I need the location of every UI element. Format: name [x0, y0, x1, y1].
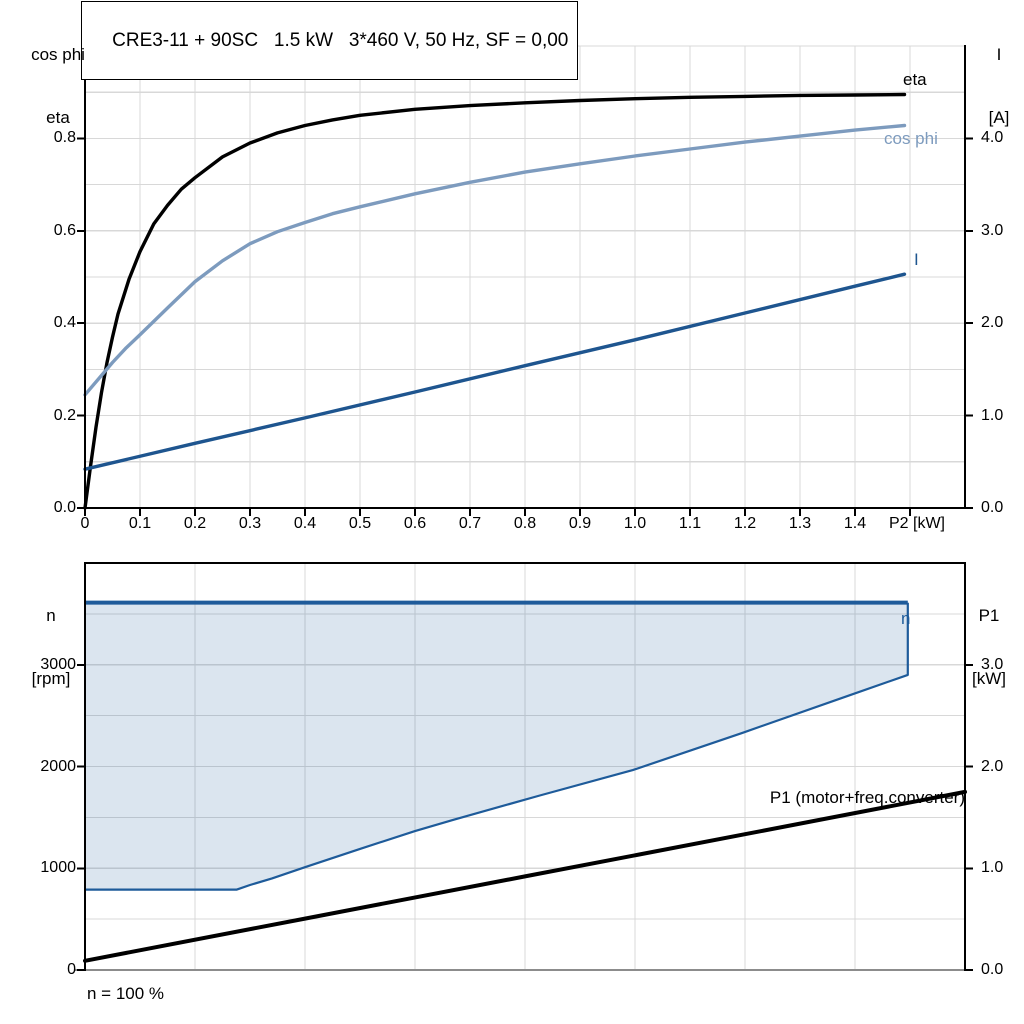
right-tick-label: 2.0	[981, 757, 1004, 775]
p1-curve	[83, 789, 967, 963]
top-right-axis-title: I [A]	[976, 2, 1022, 170]
left-tick-label: 0.6	[53, 221, 76, 239]
x-tick-label: 0	[80, 515, 90, 532]
right-tick-label: 3.0	[981, 655, 1004, 673]
x-tick-label: 1.3	[788, 515, 812, 532]
chart-title-box: CRE3-11 + 90SC 1.5 kW 3*460 V, 50 Hz, SF…	[81, 1, 579, 80]
x-tick-label: 1.0	[623, 515, 647, 532]
x-tick-label: 1.1	[678, 515, 702, 532]
x-tick-label: 1.2	[733, 515, 757, 532]
cos-phi-curve	[83, 123, 907, 397]
left-tick-label: 0.8	[53, 129, 76, 147]
right-tick-label: 1.0	[981, 859, 1004, 877]
p1-curve-label: P1 (motor+freq.converter)	[769, 788, 965, 807]
x-tick-label: 0.6	[403, 515, 427, 532]
right-tick-label: 2.0	[981, 314, 1004, 332]
bottom-left-axis-title: n [rpm]	[14, 563, 88, 731]
right-tick-label: 0.0	[981, 961, 1004, 978]
chart-title: CRE3-11 + 90SC 1.5 kW 3*460 V, 50 Hz, SF…	[112, 30, 569, 51]
x-tick-label: 0.2	[183, 515, 207, 532]
left-tick-label: 0.0	[53, 499, 76, 516]
current-curve-label: I	[914, 250, 919, 269]
x-tick-label: 0.1	[128, 515, 152, 532]
right-tick-label: 4.0	[981, 129, 1004, 147]
axis-title-speed: n	[46, 606, 56, 625]
right-tick-label: 3.0	[981, 221, 1004, 239]
eta-curve	[83, 92, 907, 510]
left-tick-label: 0	[67, 961, 76, 978]
left-tick-label: 3000	[40, 655, 76, 673]
x-axis-unit-label: P2 [kW]	[888, 515, 945, 532]
x-tick-label: 0.8	[513, 515, 537, 532]
bottom-right-axis-title: P1 [kW]	[960, 563, 1018, 731]
x-tick-label: 0.4	[293, 515, 317, 532]
cos-phi-curve-label: cos phi	[884, 129, 938, 148]
x-tick-label: 0.3	[238, 515, 262, 532]
eta-curve-label: eta	[903, 70, 927, 89]
x-tick-label: 0.7	[458, 515, 482, 532]
left-tick-label: 0.2	[53, 406, 76, 424]
left-tick-label: 2000	[40, 757, 76, 775]
axis-title-p1-unit: [kW]	[972, 669, 1006, 688]
axis-title-current: I	[996, 45, 1002, 64]
right-tick-label: 1.0	[981, 406, 1004, 424]
x-tick-label: 0.5	[348, 515, 372, 532]
left-tick-label: 0.4	[53, 314, 76, 332]
speed-footnote: n = 100 %	[87, 984, 165, 1003]
left-tick-label: 1000	[40, 859, 76, 877]
axis-title-eta: eta	[46, 108, 70, 127]
speed-region-boundary	[85, 602, 909, 891]
axis-title-p1: P1	[978, 606, 1000, 625]
x-tick-label: 0.9	[568, 515, 592, 532]
top-left-axis-title: cos phi eta	[8, 2, 108, 170]
speed-region-label: n	[901, 609, 911, 628]
axis-title-speed-unit: [rpm]	[31, 669, 71, 688]
speed-region-fill	[85, 602, 908, 890]
right-tick-label: 0.0	[981, 499, 1004, 516]
x-tick-label: 1.4	[843, 515, 867, 532]
axis-title-cos-phi: cos phi	[31, 45, 85, 64]
current-curve	[83, 272, 907, 471]
axis-title-current-unit: [A]	[988, 108, 1010, 127]
